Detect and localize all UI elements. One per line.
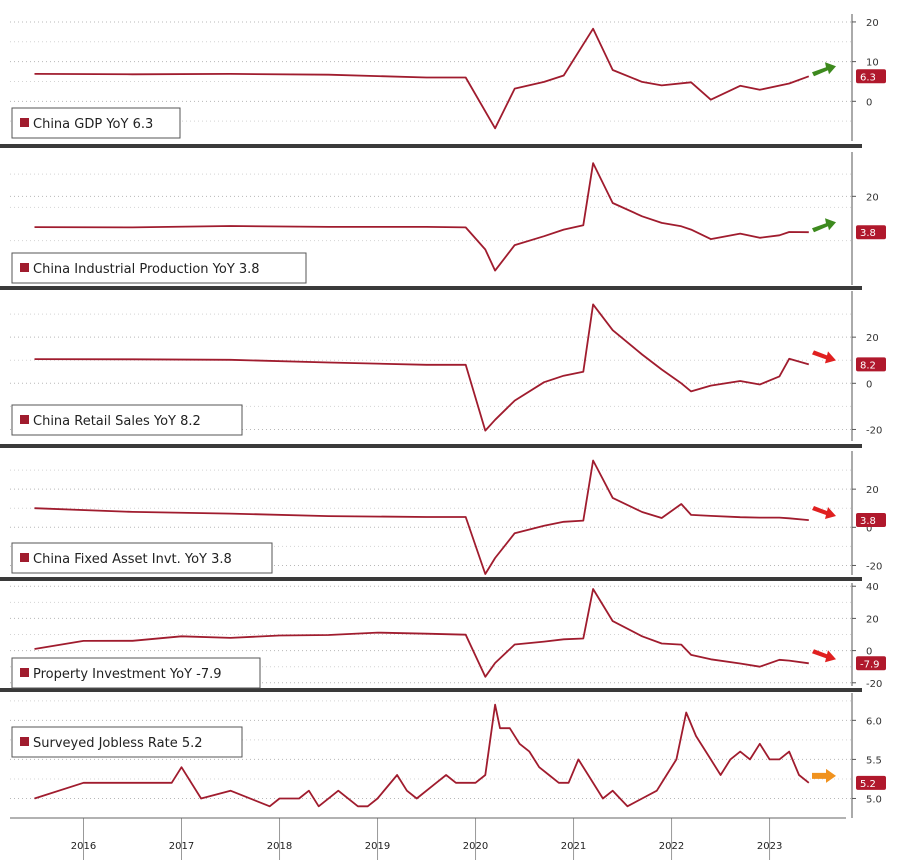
y-tick-label: 20 — [866, 333, 879, 344]
y-tick-label: -20 — [866, 679, 882, 690]
value-badge — [856, 357, 886, 372]
legend-box — [11, 404, 243, 436]
x-tick-label: 2022 — [659, 841, 684, 852]
legend-swatch — [20, 553, 29, 562]
series-line — [34, 27, 810, 130]
trend-arrow-icon — [812, 768, 836, 783]
legend-label: Surveyed Jobless Rate 5.2 — [33, 736, 203, 751]
x-tick-label: 2016 — [71, 841, 96, 852]
value-badge-label: -7.9 — [860, 659, 880, 670]
y-tick-label: 0 — [866, 379, 872, 390]
x-tick-label: 2020 — [463, 841, 488, 852]
y-tick-label: 20 — [866, 18, 879, 29]
series-line — [34, 459, 809, 575]
series-line — [34, 303, 810, 432]
y-tick-label: 10 — [866, 58, 879, 69]
panel-separator — [0, 286, 862, 290]
series-line — [34, 703, 810, 808]
legend-swatch — [20, 668, 29, 677]
legend-label: China GDP YoY 6.3 — [33, 117, 153, 132]
x-tick-label: 2023 — [757, 841, 782, 852]
value-badge-label: 5.2 — [860, 779, 876, 790]
y-tick-label: 20 — [866, 485, 879, 496]
y-tick-label: 20 — [866, 192, 879, 203]
legend-swatch — [20, 415, 29, 424]
x-tick-label: 2019 — [365, 841, 390, 852]
panel-separator — [0, 144, 862, 148]
trend-arrow-icon — [812, 506, 836, 520]
y-tick-label: 0 — [866, 97, 872, 108]
value-badge — [856, 69, 886, 84]
y-tick-label: 0 — [866, 523, 872, 534]
legend-box — [11, 542, 273, 574]
legend-label: China Fixed Asset Invt. YoY 3.8 — [33, 552, 232, 567]
value-badge-label: 3.8 — [860, 228, 876, 239]
value-badge — [856, 225, 886, 240]
x-tick-label: 2018 — [267, 841, 292, 852]
trend-arrow-icon — [812, 649, 836, 663]
y-tick-label: -20 — [866, 425, 882, 436]
trend-arrow-icon — [812, 218, 836, 233]
legend-swatch — [20, 263, 29, 272]
y-tick-label: 5.0 — [866, 794, 882, 805]
value-badge — [856, 775, 886, 790]
legend-box — [11, 107, 181, 139]
legend-label: Property Investment YoY -7.9 — [33, 667, 222, 682]
x-tick-label: 2017 — [169, 841, 194, 852]
legend-swatch — [20, 118, 29, 127]
legend-box — [11, 657, 261, 689]
legend-label: China Industrial Production YoY 3.8 — [33, 262, 260, 277]
y-tick-label: 5.5 — [866, 755, 882, 766]
trend-arrow-icon — [812, 62, 836, 77]
series-line — [34, 588, 809, 678]
value-badge — [856, 656, 886, 671]
y-tick-label: 6.0 — [866, 716, 882, 727]
panel-separator — [0, 577, 862, 581]
legend-box — [11, 252, 307, 284]
y-tick-label: 20 — [866, 614, 879, 625]
value-badge-label: 3.8 — [860, 516, 876, 527]
panel-separator — [0, 444, 862, 448]
x-tick-label: 2021 — [561, 841, 586, 852]
panel-separator — [0, 688, 862, 692]
legend-box — [11, 726, 243, 758]
legend-label: China Retail Sales YoY 8.2 — [33, 414, 201, 429]
trend-arrow-icon — [812, 350, 836, 364]
legend-swatch — [20, 737, 29, 746]
y-tick-label: -20 — [866, 561, 882, 572]
y-tick-label: 40 — [866, 582, 879, 593]
value-badge-label: 6.3 — [860, 72, 876, 83]
series-line — [34, 162, 809, 272]
y-tick-label: 0 — [866, 647, 872, 658]
value-badge — [856, 513, 886, 528]
value-badge-label: 8.2 — [860, 360, 876, 371]
